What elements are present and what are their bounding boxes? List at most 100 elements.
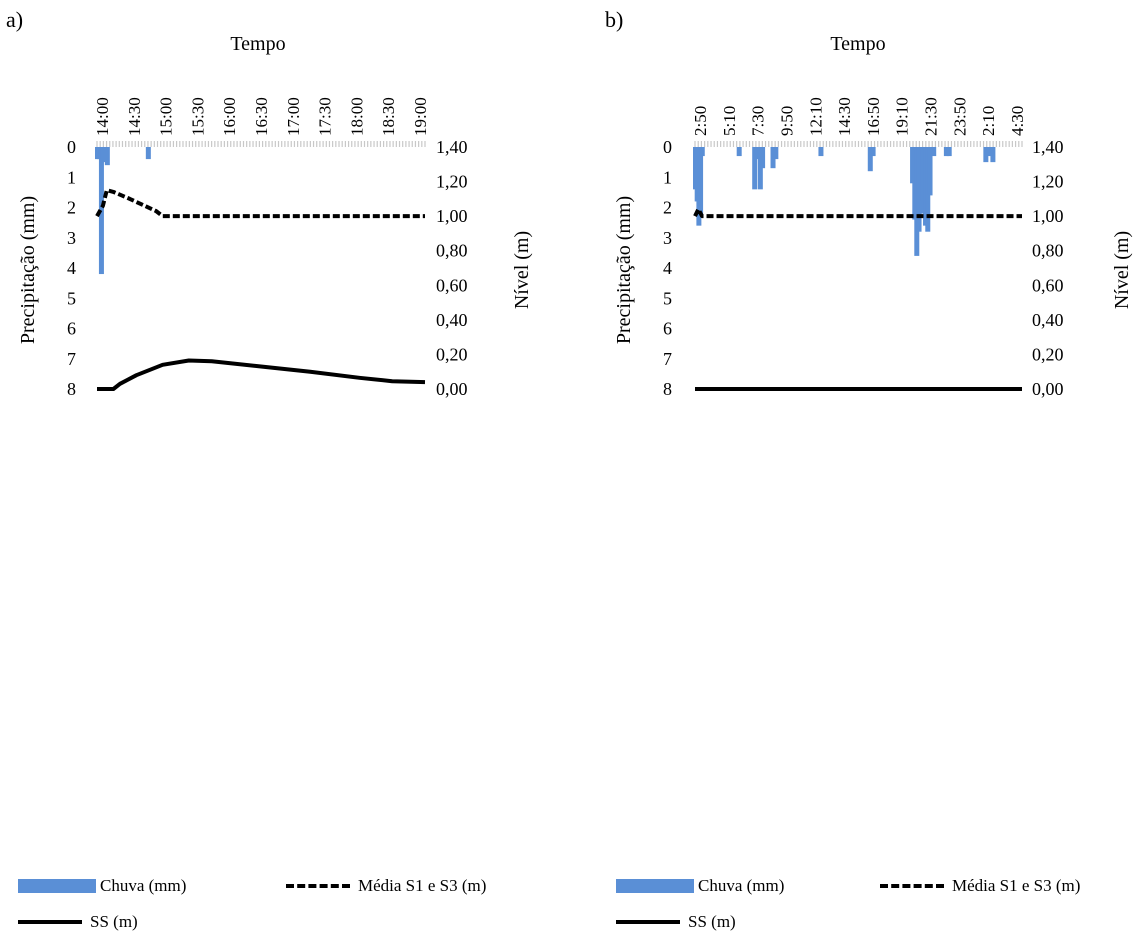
- x-tick-label: 14:30: [125, 97, 144, 136]
- legend-item-ss-b: SS (m): [616, 912, 736, 932]
- legend-swatch-rain: [616, 879, 694, 893]
- x-tick-label: 14:00: [93, 97, 112, 136]
- y-right-tick-label: 1,00: [436, 206, 468, 226]
- panel-label-a: a): [6, 7, 23, 32]
- x-tick-label: 16:00: [220, 97, 239, 136]
- series-line-mean: [693, 207, 1022, 219]
- x-tick-label: 4:30: [1008, 106, 1027, 136]
- y-right-tick-label: 0,20: [1032, 344, 1064, 364]
- legend-label-ss: SS (m): [688, 912, 736, 931]
- legend-swatch-mean: [286, 884, 350, 888]
- y-left-tick-label: 2: [67, 198, 76, 218]
- legend-swatch-ss: [616, 920, 680, 924]
- x-tick-label: 18:00: [347, 97, 366, 136]
- rain-bar: [770, 147, 776, 169]
- charts-svg: a) Tempo Precipitação (mm) Nível (m) b) …: [6, 7, 1133, 399]
- y-left-tick-label: 0: [663, 137, 672, 157]
- y-right-tick-label: 1,00: [1032, 206, 1064, 226]
- x-tick-label: 2:10: [979, 106, 998, 136]
- y-left-tick-label: 3: [67, 228, 76, 248]
- legend-item-ss-a: SS (m): [18, 912, 138, 932]
- x-tick-label: 2:50: [691, 106, 710, 136]
- rain-bar: [773, 147, 779, 160]
- rain-bar: [986, 147, 992, 157]
- y-left-tick-label: 2: [663, 198, 672, 218]
- series-line-mean: [95, 188, 425, 219]
- y-left-tick-label: 8: [663, 379, 672, 399]
- x-tick-label: 23:50: [950, 97, 969, 136]
- rain-bar: [927, 147, 933, 196]
- x-tick-label: 19:10: [893, 97, 912, 136]
- y-right-tick-label: 0,80: [436, 241, 468, 261]
- rain-bar: [752, 147, 758, 190]
- rain-bar: [946, 147, 952, 157]
- rain-bar: [943, 147, 949, 157]
- x-tick-label: 17:00: [284, 97, 303, 136]
- rain-bar: [699, 147, 705, 157]
- y-left-tick-label: 6: [663, 319, 672, 339]
- x-tick-label: 17:30: [316, 97, 335, 136]
- y-left-label-b: Precipitação (mm): [613, 196, 635, 344]
- y-left-label-a: Precipitação (mm): [17, 196, 39, 344]
- legend-label-ss: SS (m): [90, 912, 138, 931]
- y-right-label-a: Nível (m): [511, 231, 533, 309]
- y-left-tick-label: 8: [67, 379, 76, 399]
- x-tick-label: 16:30: [252, 97, 271, 136]
- rain-bar: [104, 147, 110, 166]
- y-right-tick-label: 0,60: [436, 275, 468, 295]
- y-right-tick-label: 0,80: [1032, 241, 1064, 261]
- rain-bar: [760, 147, 766, 169]
- y-right-tick-label: 0,40: [436, 310, 468, 330]
- rain-bar: [870, 147, 876, 157]
- x-tick-label: 12:10: [806, 97, 825, 136]
- rain-bar: [931, 147, 937, 157]
- x-tick-label: 15:30: [188, 97, 207, 136]
- y-right-tick-label: 0,20: [436, 344, 468, 364]
- rain-bar: [98, 147, 104, 275]
- y-right-tick-label: 0,00: [436, 379, 468, 399]
- x-tick-label: 19:00: [411, 97, 430, 136]
- y-right-tick-label: 0,60: [1032, 275, 1064, 295]
- y-right-tick-label: 1,40: [436, 137, 468, 157]
- legend-label-rain: Chuva (mm): [698, 876, 785, 895]
- panel-label-b: b): [605, 7, 623, 32]
- y-right-tick-label: 1,20: [436, 172, 468, 192]
- y-left-tick-label: 7: [67, 349, 76, 369]
- y-left-tick-label: 5: [663, 288, 672, 308]
- legend-label-mean: Média S1 e S3 (m): [358, 876, 487, 895]
- y-left-tick-label: 6: [67, 319, 76, 339]
- rain-bar: [818, 147, 824, 157]
- rain-bar: [755, 147, 761, 160]
- legend-item-mean-b: Média S1 e S3 (m): [880, 876, 1080, 896]
- x-tick-label: 16:50: [864, 97, 883, 136]
- y-right-label-b: Nível (m): [1111, 231, 1133, 309]
- rain-bar: [983, 147, 989, 163]
- x-tick-label: 9:50: [777, 106, 796, 136]
- figure: a) Tempo Precipitação (mm) Nível (m) b) …: [6, 7, 1133, 931]
- legend-item-mean-a: Média S1 e S3 (m): [286, 876, 486, 896]
- legend-item-rain-a: Chuva (mm): [18, 876, 186, 896]
- y-left-tick-label: 0: [67, 137, 76, 157]
- rain-bar: [145, 147, 151, 160]
- rain-bar: [736, 147, 742, 157]
- y-right-tick-label: 0,00: [1032, 379, 1064, 399]
- legend-swatch-rain: [18, 879, 96, 893]
- top-axis-title-b: Tempo: [830, 33, 885, 55]
- legend-label-rain: Chuva (mm): [100, 876, 187, 895]
- y-right-tick-label: 0,40: [1032, 310, 1064, 330]
- y-left-tick-label: 1: [663, 167, 672, 187]
- legend-swatch-ss: [18, 920, 82, 924]
- chart-marks: 14:00 14:30 15:00 15:30 16:00 16:30 17:00 17:30…: [67, 97, 1064, 399]
- rain-bar: [990, 147, 996, 163]
- y-left-tick-label: 3: [663, 228, 672, 248]
- x-tick-label: 15:00: [157, 97, 176, 136]
- x-tick-label: 14:30: [835, 97, 854, 136]
- x-tick-label: 21:30: [922, 97, 941, 136]
- x-tick-label: 18:30: [379, 97, 398, 136]
- y-right-tick-label: 1,40: [1032, 137, 1064, 157]
- y-left-tick-label: 4: [67, 258, 76, 278]
- legend-label-mean: Média S1 e S3 (m): [952, 876, 1081, 895]
- rain-bar: [698, 147, 704, 217]
- rain-bar: [867, 147, 873, 172]
- x-tick-label: 5:10: [720, 106, 739, 136]
